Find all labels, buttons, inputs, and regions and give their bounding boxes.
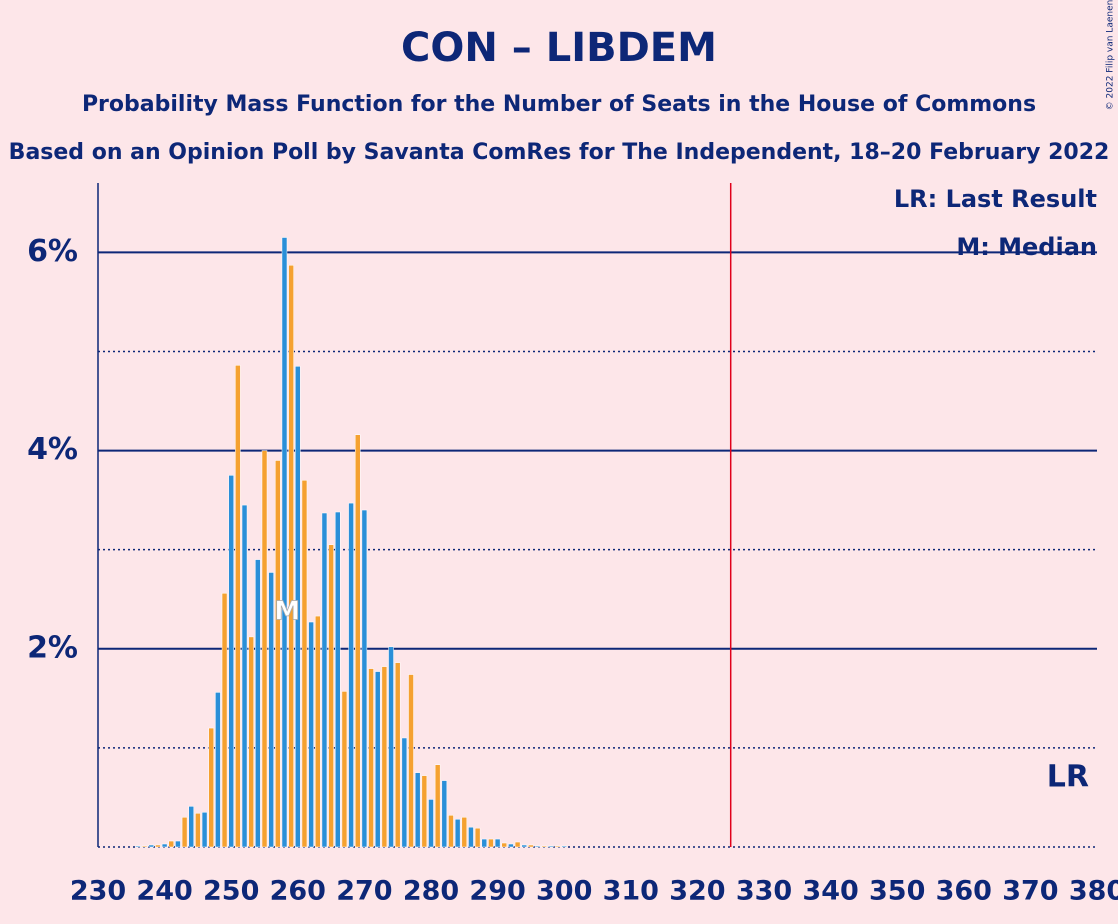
x-tick-label: 280 — [403, 876, 459, 907]
x-tick-label: 310 — [603, 876, 659, 907]
x-tick-label: 360 — [936, 876, 992, 907]
bar — [175, 840, 181, 848]
bar — [301, 480, 308, 848]
bar — [348, 502, 354, 848]
bar — [448, 815, 454, 848]
bar — [408, 674, 414, 848]
chart-subtitle: Probability Mass Function for the Number… — [82, 92, 1036, 117]
bar — [474, 827, 481, 848]
bar — [414, 772, 421, 848]
bar — [215, 692, 221, 848]
bar — [221, 593, 228, 848]
bar — [255, 559, 261, 848]
median-label: M — [274, 597, 300, 627]
bar — [534, 845, 541, 848]
bar — [155, 844, 161, 848]
bar — [275, 460, 281, 848]
bar — [168, 840, 175, 848]
copyright: © 2022 Filip van Laenen — [1106, 0, 1116, 110]
bar — [374, 671, 381, 848]
x-tick-label: 230 — [70, 876, 126, 907]
bar — [148, 844, 155, 848]
bar — [228, 475, 234, 848]
bar — [341, 691, 348, 848]
x-tick-label: 270 — [336, 876, 392, 907]
bar — [295, 366, 301, 848]
bar — [421, 775, 428, 848]
chart-title: CON – LIBDEM — [401, 25, 717, 71]
bar — [328, 544, 334, 848]
bar — [381, 666, 388, 848]
bar — [361, 509, 368, 848]
bar — [261, 450, 268, 848]
bar — [308, 621, 314, 848]
bar — [561, 845, 567, 848]
x-tick-label: 240 — [136, 876, 192, 907]
x-tick-label: 300 — [536, 876, 592, 907]
bar — [235, 365, 241, 848]
chart-subtitle: Based on an Opinion Poll by Savanta ComR… — [9, 140, 1110, 165]
bar — [481, 838, 488, 848]
bar — [281, 237, 288, 848]
bar — [335, 511, 341, 848]
x-tick-label: 320 — [669, 876, 725, 907]
bar — [441, 780, 448, 848]
bar — [195, 813, 201, 848]
x-tick-label: 350 — [869, 876, 925, 907]
bar — [468, 826, 474, 848]
x-tick-label: 380 — [1069, 876, 1118, 907]
bar — [368, 668, 374, 848]
y-tick-label: 2% — [27, 630, 78, 665]
bar — [488, 838, 494, 848]
legend-entry: LR: Last Result — [894, 185, 1097, 213]
x-tick-label: 290 — [469, 876, 525, 907]
bar — [508, 843, 514, 848]
bar — [528, 844, 534, 848]
x-tick-label: 250 — [203, 876, 259, 907]
bar — [135, 845, 141, 848]
bar — [201, 812, 208, 848]
bar — [454, 819, 461, 848]
bar — [208, 727, 214, 848]
bar — [181, 817, 188, 848]
bar — [541, 845, 547, 848]
x-tick-label: 260 — [270, 876, 326, 907]
bar — [141, 845, 148, 848]
bar — [521, 844, 527, 848]
y-tick-label: 6% — [27, 234, 78, 269]
bar — [354, 434, 361, 848]
legend-entry: M: Median — [956, 233, 1097, 261]
bar — [188, 806, 194, 848]
bar — [321, 512, 328, 848]
bar — [501, 842, 508, 848]
x-tick-label: 370 — [1002, 876, 1058, 907]
bar — [401, 737, 408, 848]
bar — [554, 845, 561, 848]
y-tick-label: 4% — [27, 432, 78, 467]
bar — [388, 646, 394, 848]
bar — [394, 662, 401, 848]
bar — [288, 265, 294, 848]
last-result-label: LR — [1047, 760, 1089, 795]
bar — [548, 845, 554, 848]
bar — [161, 843, 168, 848]
bar — [248, 636, 254, 848]
bar — [315, 615, 321, 848]
bar — [241, 504, 248, 848]
bar — [514, 841, 521, 848]
bar — [428, 799, 434, 848]
bar — [461, 817, 468, 848]
bar — [494, 838, 501, 848]
x-tick-label: 340 — [802, 876, 858, 907]
bar — [434, 764, 441, 848]
bar — [268, 572, 274, 848]
x-tick-label: 330 — [736, 876, 792, 907]
